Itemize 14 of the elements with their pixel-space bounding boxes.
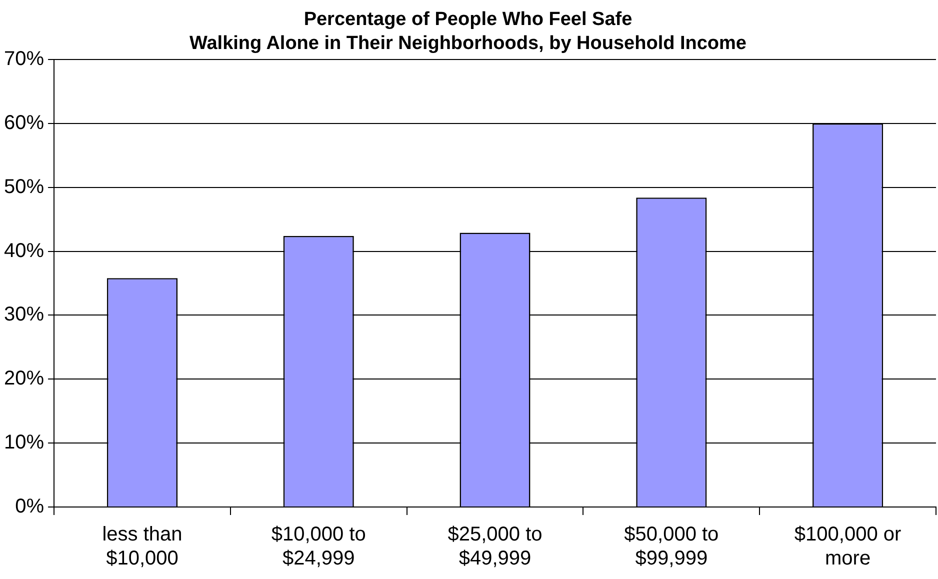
y-tick-label: 10%: [4, 432, 44, 454]
x-tick-label: less than $10,000: [102, 524, 182, 570]
y-tick-label: 0%: [15, 496, 44, 518]
x-tick-label: $100,000 or more: [794, 524, 902, 570]
chart-title: Percentage of People Who Feel Safe Walking Alone in Their Neighborhoods, by Household Income: [189, 9, 747, 54]
x-tick-label: $50,000 to $99,999: [624, 524, 719, 570]
y-tick-label: 20%: [4, 368, 44, 390]
x-tick-label: $10,000 to $24,999: [271, 524, 366, 570]
y-tick-label: 40%: [4, 240, 44, 262]
y-tick-label: 50%: [4, 176, 44, 198]
y-tick-label: 30%: [4, 304, 44, 326]
x-tick-label: $25,000 to $49,999: [448, 524, 542, 570]
y-tick-label: 60%: [4, 112, 44, 134]
y-tick-label: 70%: [4, 48, 44, 70]
